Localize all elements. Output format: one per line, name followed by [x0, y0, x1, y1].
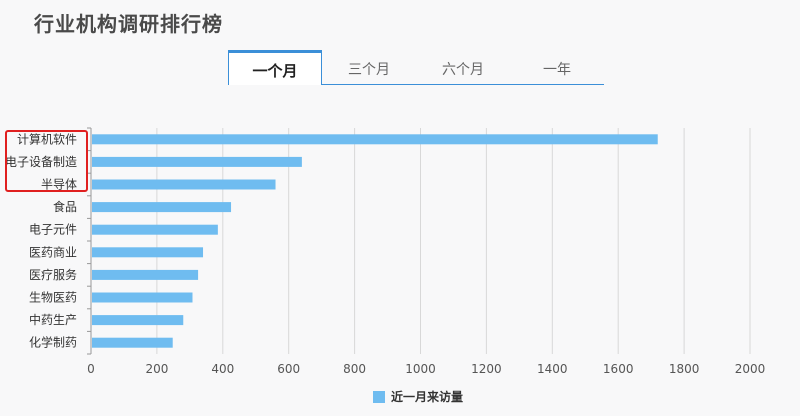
x-tick-label: 1200	[471, 362, 502, 376]
x-tick-label: 1400	[537, 362, 568, 376]
x-tick-label: 600	[277, 362, 300, 376]
bar	[92, 337, 173, 348]
y-category-label: 化学制药	[29, 335, 77, 350]
legend-label: 近一月来访量	[391, 390, 464, 404]
tab-three-months[interactable]: 三个月	[348, 62, 390, 78]
y-category-label: 电子设备制造	[5, 155, 77, 169]
y-category-label: 电子元件	[29, 223, 77, 237]
y-category-label: 计算机软件	[17, 131, 77, 146]
bar	[92, 224, 218, 235]
bar	[92, 315, 184, 326]
x-tick-label: 1000	[405, 362, 436, 376]
x-tick-label: 2000	[735, 362, 766, 376]
bar	[92, 156, 302, 167]
page-title: 行业机构调研排行榜	[34, 12, 223, 36]
x-tick-label: 200	[145, 362, 168, 376]
bar	[92, 134, 658, 145]
x-tick-label: 0	[87, 362, 95, 376]
bar	[92, 292, 193, 303]
x-tick-label: 1800	[669, 362, 700, 376]
bar	[92, 247, 204, 258]
tab-one-year[interactable]: 一年	[543, 62, 571, 78]
x-tick-label: 400	[211, 362, 234, 376]
y-category-label: 医药商业	[29, 244, 77, 259]
bar	[92, 202, 232, 213]
bar	[92, 269, 199, 280]
y-category-label: 中药生产	[29, 312, 77, 327]
period-tabs: 一个月 三个月 六个月 一年	[228, 50, 604, 85]
chart-legend[interactable]: 近一月来访量	[373, 388, 463, 405]
x-tick-label: 1600	[603, 362, 634, 376]
y-category-label: 生物医药	[29, 291, 77, 305]
tab-six-months[interactable]: 六个月	[442, 62, 484, 78]
y-category-label: 食品	[53, 199, 77, 214]
y-category-label: 半导体	[41, 178, 77, 192]
tab-one-month[interactable]: 一个月	[228, 50, 322, 85]
bar	[92, 179, 276, 190]
x-tick-label: 800	[343, 362, 366, 376]
legend-swatch	[373, 390, 385, 403]
highlight-annotation-box	[5, 130, 88, 192]
y-category-label: 医疗服务	[29, 267, 77, 282]
